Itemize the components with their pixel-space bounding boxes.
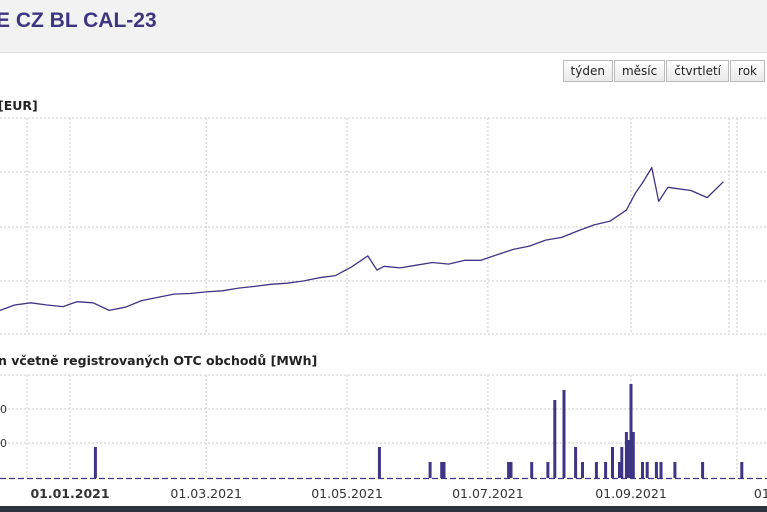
volume-bar — [377, 447, 381, 478]
volume-bar — [673, 462, 677, 478]
volume-y-tick-label: 0 — [0, 437, 7, 450]
volume-bar — [574, 447, 578, 478]
volume-bar — [620, 447, 624, 478]
volume-bar — [701, 462, 705, 478]
x-tick-label: 01.03.2021 — [170, 486, 242, 501]
range-quarter-button[interactable]: čtvrtletí — [666, 60, 730, 82]
range-month-button[interactable]: měsíc — [613, 60, 666, 82]
volume-bar — [440, 462, 444, 478]
volume-bar — [631, 432, 635, 478]
x-tick-label: 01.07.2021 — [452, 486, 524, 501]
volume-bar — [659, 462, 663, 478]
volume-bar — [641, 462, 644, 478]
volume-bar — [645, 462, 649, 478]
volume-bar — [740, 462, 744, 478]
range-button-group: týden měsíc čtvrtletí rok — [562, 60, 765, 82]
volume-bar — [442, 462, 446, 478]
bottom-scrollbar-strip — [0, 506, 767, 512]
volume-bar — [618, 462, 621, 478]
volume-bar — [594, 462, 598, 478]
volume-bar — [553, 400, 557, 478]
volume-bar — [546, 462, 550, 478]
price-axis-title: [EUR] — [0, 98, 38, 113]
volume-bar — [624, 432, 628, 478]
volume-bar — [507, 462, 511, 478]
range-year-button[interactable]: rok — [730, 60, 765, 82]
volume-axis-title: n včetně registrovaných OTC obchodů [MWh… — [0, 353, 318, 368]
x-tick-label: 01.11 — [754, 486, 767, 501]
volume-bar — [581, 462, 584, 478]
header-bar: E CZ BL CAL-23 — [0, 0, 767, 53]
volume-bar — [428, 462, 432, 478]
volume-bar — [654, 462, 658, 478]
x-tick-label: 01.01.2021 — [30, 486, 109, 501]
volume-bar — [509, 462, 513, 478]
x-tick-label: 01.09.2021 — [595, 486, 667, 501]
volume-bar — [562, 390, 566, 478]
x-tick-label: 01.05.2021 — [311, 486, 383, 501]
volume-bar — [611, 447, 614, 478]
volume-bar — [93, 447, 97, 478]
range-week-button[interactable]: týden — [562, 60, 613, 82]
volume-bar — [530, 462, 534, 478]
volume-y-tick-label: 0 — [0, 403, 7, 416]
page-title: E CZ BL CAL-23 — [0, 9, 157, 32]
volume-bar — [629, 384, 633, 478]
volume-bar — [604, 462, 608, 478]
price-series-line — [0, 166, 724, 312]
volume-bar — [627, 440, 631, 478]
